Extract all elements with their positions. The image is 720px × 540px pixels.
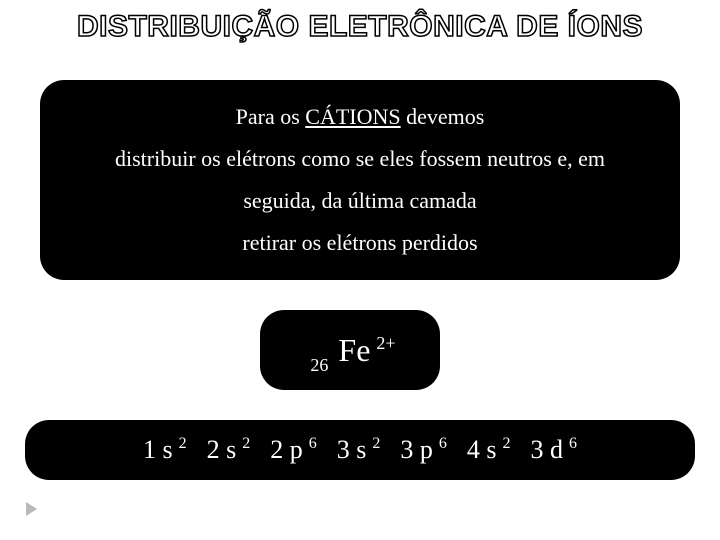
orbital-exponent: 2 (179, 435, 187, 452)
explain-line-2: distribuir os elétrons como se eles foss… (115, 138, 605, 180)
orbital-exponent: 6 (569, 435, 577, 452)
explain-line-4: retirar os elétrons perdidos (242, 222, 477, 264)
ion-charge: 2+ (376, 333, 395, 353)
orbital-exponent: 6 (439, 435, 447, 452)
orbital-shell: 2 s (207, 435, 237, 464)
electron-config-box: 1 s 2 2 s 2 2 p 6 3 s 2 3 p 6 4 s 2 3 d 6 (25, 420, 695, 480)
orbital-exponent: 6 (309, 435, 317, 452)
explain-line-3: seguida, da última camada (243, 180, 476, 222)
explanation-box: Para os CÁTIONS devemos distribuir os el… (40, 80, 680, 280)
orbital-shell: 1 s (143, 435, 173, 464)
orbital-exponent: 2 (372, 435, 380, 452)
orbital-1s: 1 s 2 (143, 435, 187, 465)
orbital-3d: 3 d 6 (531, 435, 578, 465)
orbital-shell: 4 s (467, 435, 497, 464)
orbital-shell: 3 d (531, 435, 564, 464)
slide-marker-icon (26, 502, 37, 516)
orbital-exponent: 2 (242, 435, 250, 452)
orbital-3p: 3 p 6 (400, 435, 447, 465)
orbital-exponent: 2 (503, 435, 511, 452)
page-title: DISTRIBUIÇÃO ELETRÔNICA DE ÍONS (0, 0, 720, 44)
ion-symbol: Fe (338, 332, 370, 368)
orbital-shell: 3 s (337, 435, 367, 464)
orbital-4s: 4 s 2 (467, 435, 511, 465)
orbital-2p: 2 p 6 (270, 435, 317, 465)
orbital-shell: 2 p (270, 435, 303, 464)
explain-line-1-pre: Para os (236, 104, 306, 129)
explain-line-1-cation: CÁTIONS (305, 104, 400, 129)
explain-line-1-post: devemos (401, 104, 485, 129)
orbital-3s: 3 s 2 (337, 435, 381, 465)
explain-line-1: Para os CÁTIONS devemos (236, 96, 485, 138)
orbital-2s: 2 s 2 (207, 435, 251, 465)
orbital-shell: 3 p (400, 435, 433, 464)
ion-box: 26 Fe 2+ (260, 310, 440, 390)
ion-formula: 26Fe2+ (310, 332, 389, 369)
ion-atomic-number: 26 (310, 355, 328, 375)
